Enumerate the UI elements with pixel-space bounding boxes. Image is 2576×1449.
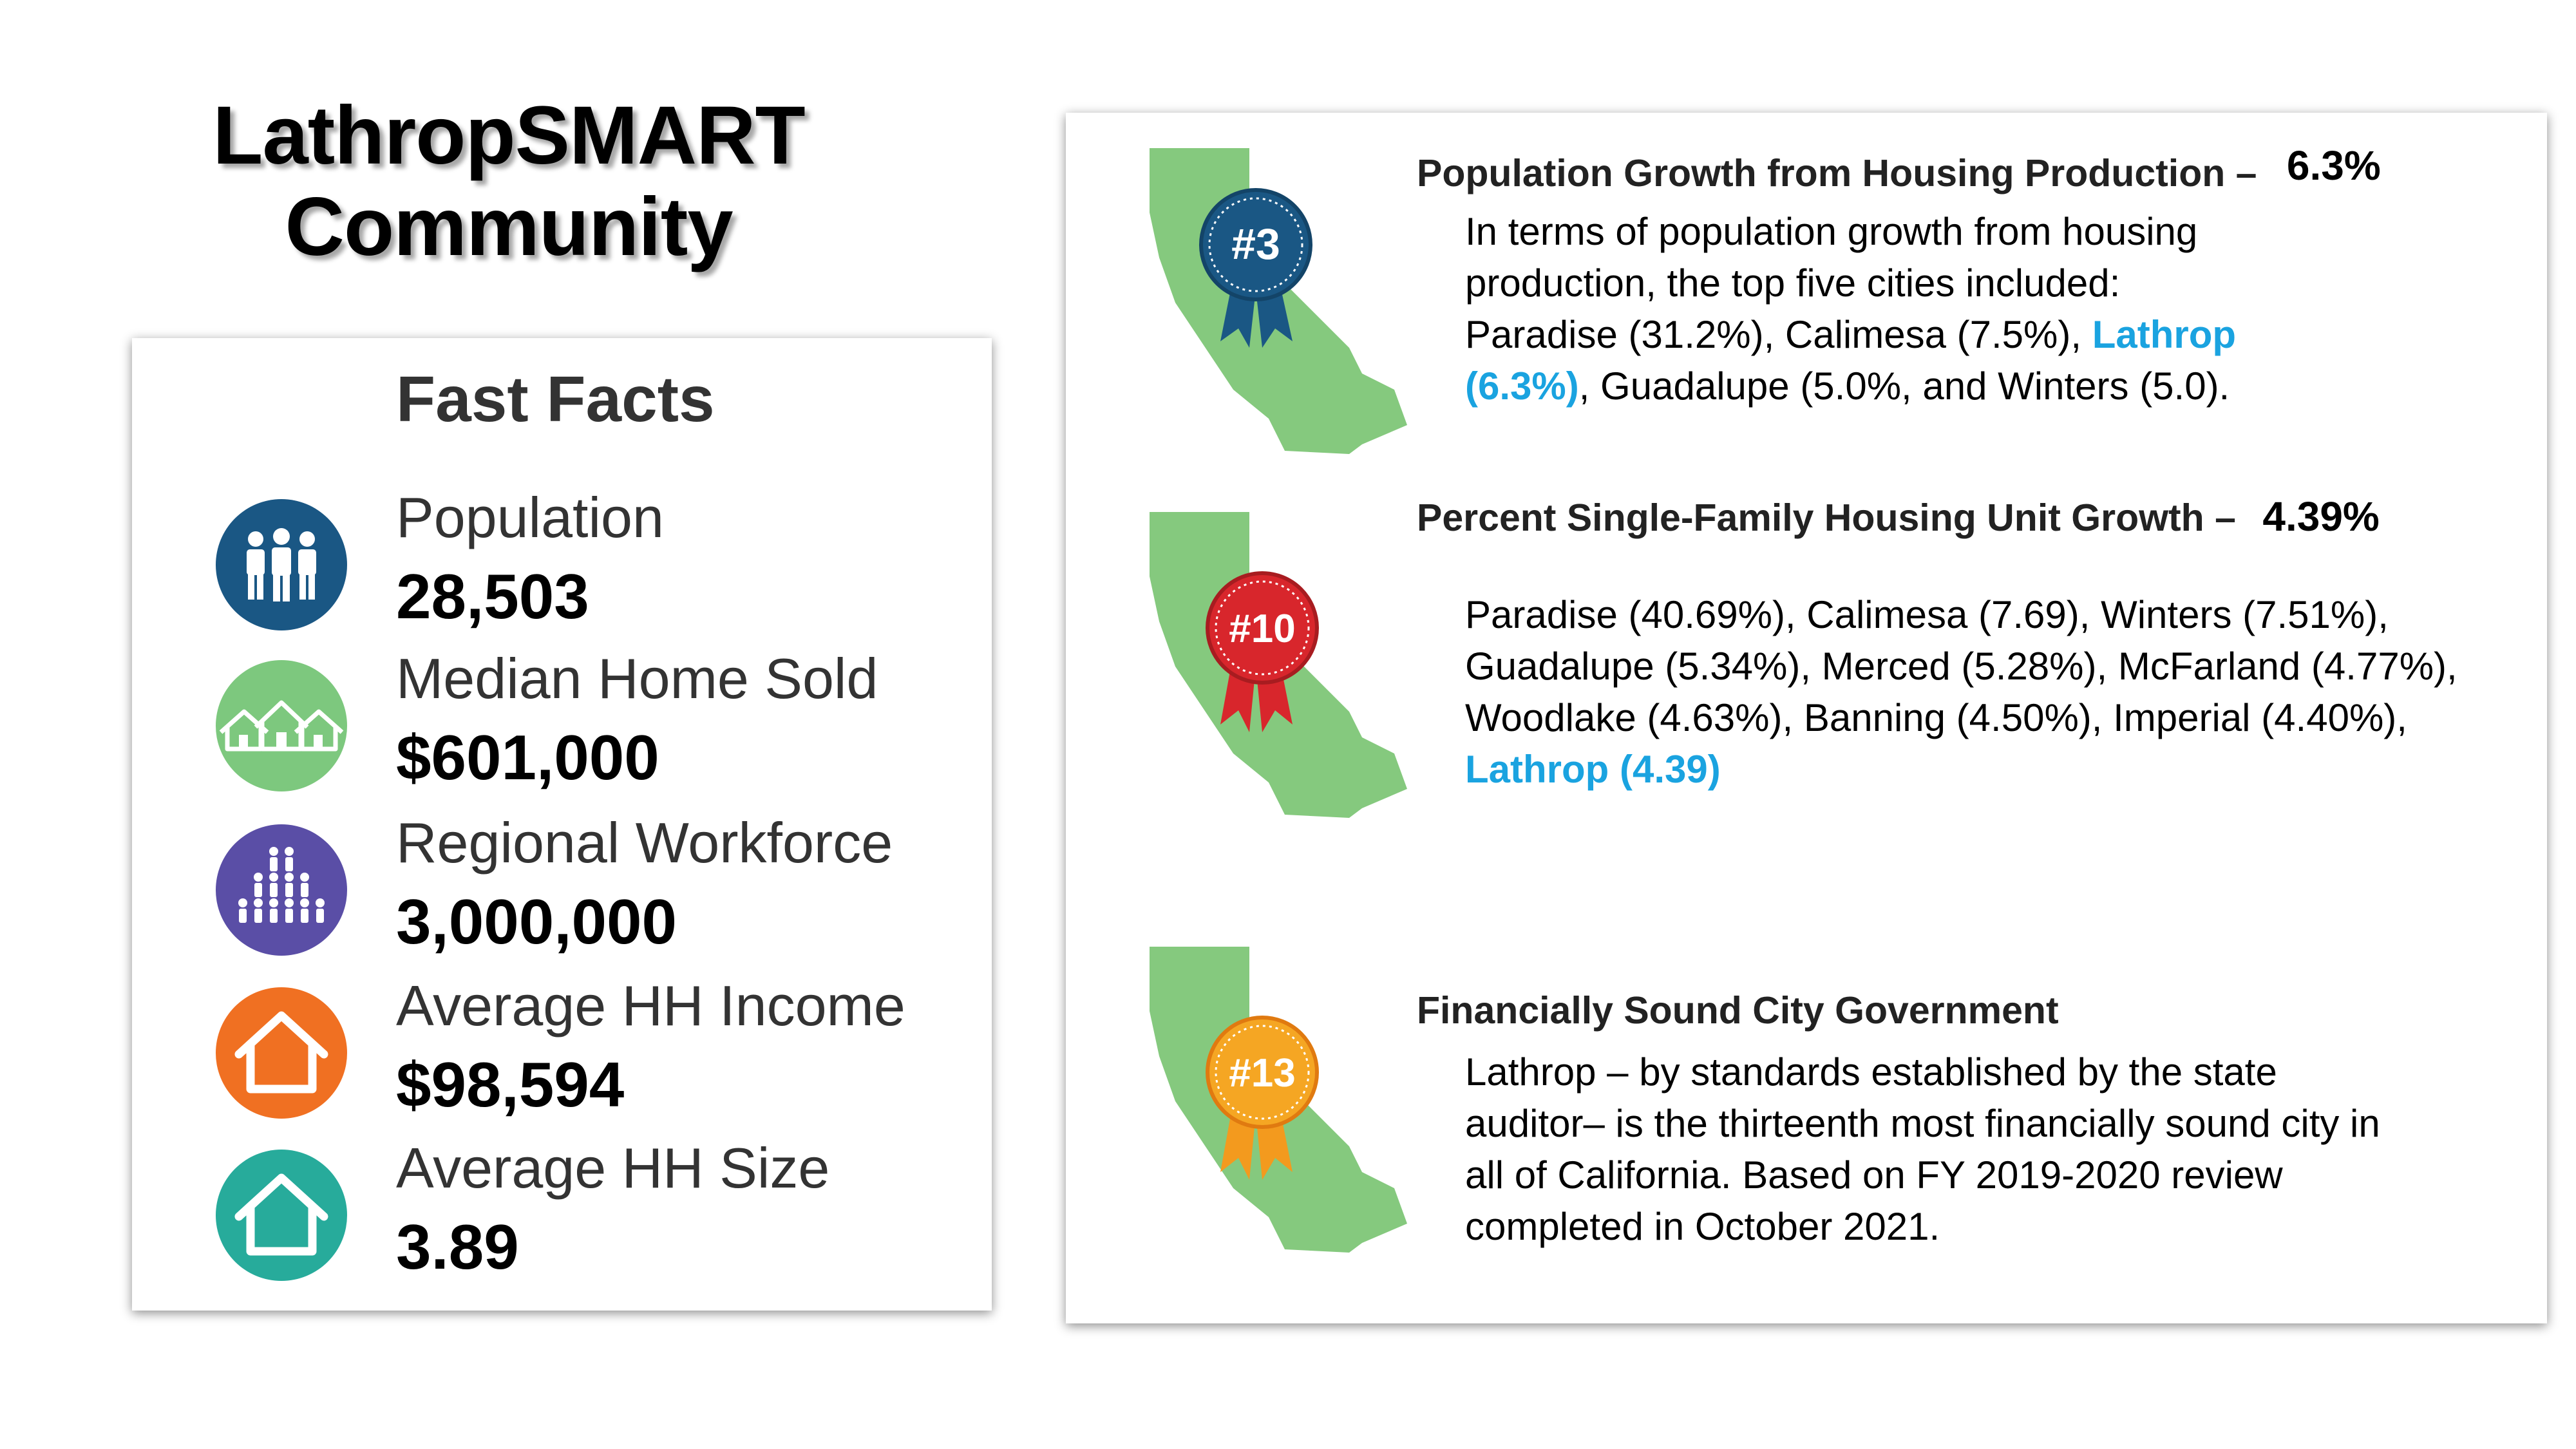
lathrop-highlight: Lathrop (4.39) — [1465, 748, 1721, 791]
fact-value: 28,503 — [396, 561, 589, 632]
rank-badge-text: #13 — [1229, 1051, 1295, 1095]
ranking-body-text: Paradise (40.69%), Calimesa (7.69), Wint… — [1465, 593, 2458, 739]
fast-facts-card: Fast Facts Population 28,503 — [132, 338, 992, 1311]
ranking-heading-text: Percent Single-Family Housing Unit Growt… — [1417, 497, 2236, 539]
rank-badge-text: #3 — [1231, 220, 1280, 269]
house-icon — [216, 987, 347, 1119]
crowd-icon — [216, 824, 347, 956]
ranking-heading: Financially Sound City Government — [1417, 989, 2059, 1032]
rankings-card: #3 Population Growth from Housing Produc… — [1066, 113, 2547, 1323]
ranking-body-text: Lathrop – by standards established by th… — [1465, 1050, 2380, 1248]
fact-regional-workforce: Regional Workforce 3,000,000 — [132, 811, 992, 979]
people-icon — [216, 499, 347, 630]
fact-label: Average HH Income — [396, 974, 905, 1037]
title-line-2: Community — [285, 181, 734, 273]
fact-average-hh-income: Average HH Income $98,594 — [132, 974, 992, 1142]
fact-label: Population — [396, 486, 664, 549]
fact-label: Regional Workforce — [396, 811, 893, 875]
lathrop-highlight: Lathrop (6.3%) — [1465, 313, 2237, 408]
fact-label: Median Home Sold — [396, 647, 878, 710]
ranking-heading: Percent Single-Family Housing Unit Growt… — [1417, 493, 2380, 540]
ranking-heading: Population Growth from Housing Productio… — [1417, 142, 2381, 196]
rank-badge-text: #10 — [1229, 607, 1295, 651]
fast-facts-heading: Fast Facts — [396, 363, 715, 435]
fact-median-home: Median Home Sold $601,000 — [132, 647, 992, 815]
california-map-icon: #13 — [1137, 940, 1420, 1253]
ranking-percent: 6.3% — [2286, 142, 2381, 189]
houses-icon — [216, 660, 347, 791]
fact-value: 3,000,000 — [396, 886, 677, 957]
title-line-1: LathropSMART — [213, 90, 805, 182]
california-map-icon: #10 — [1137, 506, 1420, 818]
ranking-percent: 4.39% — [2262, 493, 2380, 540]
ranking-heading-text: Population Growth from Housing Productio… — [1417, 152, 2257, 194]
fact-value: $98,594 — [396, 1049, 625, 1120]
ranking-body: Lathrop – by standards established by th… — [1465, 1046, 2399, 1253]
page-title: LathropSMART Community — [116, 90, 902, 273]
fact-population: Population 28,503 — [132, 486, 992, 654]
fact-average-hh-size: Average HH Size 3.89 — [132, 1136, 992, 1304]
ranking-body-text-end: , Guadalupe (5.0%, and Winters (5.0). — [1578, 365, 2230, 408]
ranking-body-text: In terms of population growth from housi… — [1465, 210, 2198, 356]
ranking-body: Paradise (40.69%), Calimesa (7.69), Wint… — [1465, 589, 2496, 795]
fact-value: $601,000 — [396, 722, 659, 793]
ranking-heading-text: Financially Sound City Government — [1417, 989, 2059, 1032]
ranking-body: In terms of population growth from housi… — [1465, 206, 2270, 412]
fact-label: Average HH Size — [396, 1136, 830, 1200]
house-icon — [216, 1150, 347, 1281]
california-map-icon: #3 — [1137, 142, 1420, 454]
fact-value: 3.89 — [396, 1211, 519, 1282]
